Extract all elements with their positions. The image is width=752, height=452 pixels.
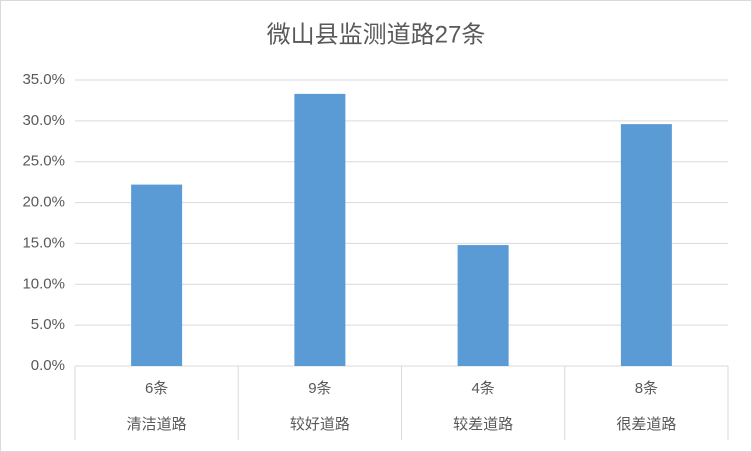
x-tick-sublabel: 8条 <box>635 380 658 397</box>
x-tick-sublabel: 4条 <box>471 380 494 397</box>
chart-title: 微山县监测道路27条 <box>267 21 486 48</box>
x-tick-label: 较好道路 <box>290 415 350 433</box>
y-tick-label: 10.0% <box>22 275 65 292</box>
x-tick-sublabel: 6条 <box>145 380 168 397</box>
x-tick-label: 很差道路 <box>616 416 676 433</box>
y-tick-label: 35.0% <box>22 71 65 88</box>
bar <box>457 245 509 366</box>
x-tick-label: 清洁道路 <box>127 416 187 433</box>
y-tick-label: 0.0% <box>31 357 65 374</box>
y-tick-label: 15.0% <box>22 234 65 251</box>
y-tick-label: 20.0% <box>22 194 65 211</box>
bar <box>620 124 672 366</box>
bar <box>294 93 346 367</box>
x-tick-label: 较差道路 <box>453 415 513 433</box>
bar <box>131 184 183 366</box>
y-tick-label: 25.0% <box>22 153 65 170</box>
y-tick-label: 30.0% <box>22 112 65 129</box>
y-tick-label: 5.0% <box>31 316 65 333</box>
x-tick-sublabel: 9条 <box>308 380 331 397</box>
